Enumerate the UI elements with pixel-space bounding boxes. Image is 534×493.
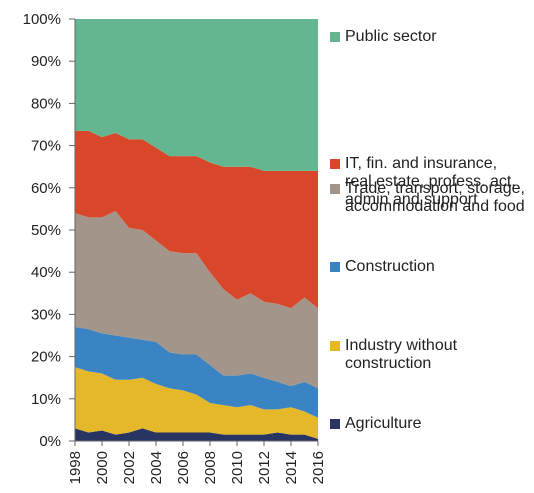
x-tick-label: 1998: [67, 451, 84, 484]
y-tick-label: 60%: [31, 180, 61, 197]
legend-item: Public sector: [330, 28, 525, 46]
area: [75, 367, 318, 439]
legend-item: Trade, transport, storage, accommodation…: [330, 180, 525, 216]
y-tick-label: 50%: [31, 222, 61, 239]
y-tick-label: 0%: [39, 433, 61, 450]
x-tick-label: 2002: [121, 451, 138, 484]
y-tick-label: 40%: [31, 264, 61, 281]
x-tick-label: 2016: [310, 451, 327, 484]
x-tick-label: 2000: [94, 451, 111, 484]
x-tick-label: 2010: [229, 451, 246, 484]
y-tick-label: 70%: [31, 138, 61, 155]
legend-label: Agriculture: [345, 415, 422, 432]
legend-item: Construction: [330, 258, 525, 276]
legend-item: Agriculture: [330, 415, 525, 433]
x-tick-label: 2006: [175, 451, 192, 484]
y-tick-label: 10%: [31, 391, 61, 408]
legend-label: Trade, transport, storage, accommodation…: [345, 180, 525, 215]
legend-swatch: [330, 341, 340, 351]
legend-item: IT, fin. and insurance, real estate, pro…: [330, 155, 525, 209]
y-tick-label: 100%: [23, 11, 61, 28]
x-tick-label: 2014: [283, 451, 300, 484]
y-tick-label: 20%: [31, 349, 61, 366]
y-tick-label: 90%: [31, 53, 61, 70]
legend-swatch: [330, 32, 340, 42]
area: [75, 211, 318, 389]
legend-swatch: [330, 419, 340, 429]
x-tick-label: 2004: [148, 451, 165, 484]
legend-label: Public sector: [345, 28, 437, 45]
area: [75, 327, 318, 418]
legend-swatch: [330, 159, 340, 169]
legend-item: Industry without construction: [330, 337, 525, 373]
x-tick-label: 2008: [202, 451, 219, 484]
y-tick-label: 30%: [31, 306, 61, 323]
area: [75, 428, 318, 441]
x-tick-label: 2012: [256, 451, 273, 484]
legend-label: Industry without construction: [345, 337, 458, 372]
legend-swatch: [330, 262, 340, 272]
legend-label: Construction: [345, 258, 435, 275]
legend-label: IT, fin. and insurance, real estate, pro…: [345, 155, 516, 208]
area: [75, 130, 318, 309]
y-tick-label: 80%: [31, 95, 61, 112]
area: [75, 19, 318, 171]
legend-swatch: [330, 184, 340, 194]
